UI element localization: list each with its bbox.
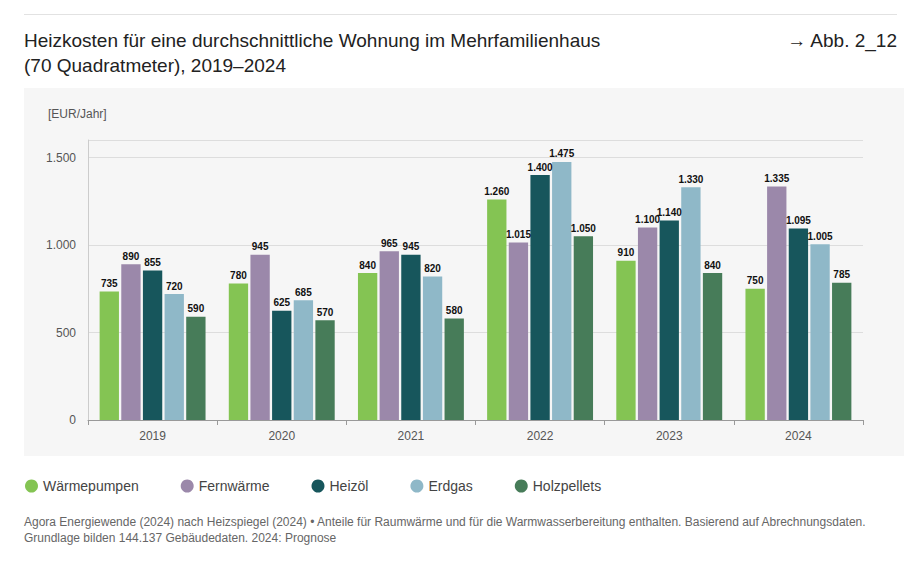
html-text:(70 Quadratmeter), 2019–2024: (70 Quadratmeter), 2019–2024 (24, 55, 286, 76)
svg-text:Holzpellets: Holzpellets (533, 478, 601, 494)
svg-text:500: 500 (56, 326, 76, 340)
svg-text:910: 910 (618, 247, 635, 258)
svg-text:685: 685 (295, 287, 312, 298)
svg-text:1.335: 1.335 (764, 173, 789, 184)
svg-text:1.400: 1.400 (528, 162, 553, 173)
svg-text:735: 735 (101, 278, 118, 289)
svg-text:1.100: 1.100 (635, 214, 661, 225)
svg-text:1.095: 1.095 (786, 215, 811, 226)
svg-text:2020: 2020 (268, 429, 295, 443)
svg-text:0: 0 (69, 413, 76, 427)
svg-text:1.500: 1.500 (46, 151, 76, 165)
svg-text:2023: 2023 (656, 429, 683, 443)
svg-text:625: 625 (273, 297, 290, 308)
svg-text:945: 945 (403, 241, 420, 252)
svg-text:1.260: 1.260 (484, 186, 509, 197)
svg-text:780: 780 (230, 270, 247, 281)
svg-text:820: 820 (424, 263, 441, 274)
svg-text:2019: 2019 (139, 429, 166, 443)
svg-text:840: 840 (704, 260, 721, 271)
html-text:Heizkosten für eine durchschni: Heizkosten für eine durchschnittliche Wo… (24, 30, 601, 51)
svg-text:570: 570 (317, 307, 334, 318)
svg-text:Erdgas: Erdgas (428, 478, 472, 494)
svg-text:785: 785 (833, 269, 850, 280)
svg-text:Heizöl: Heizöl (329, 478, 368, 494)
svg-text:1.050: 1.050 (571, 223, 596, 234)
svg-text:1.015: 1.015 (506, 229, 531, 240)
html-text:Agora Energiewende (2024) nach: Agora Energiewende (2024) nach Heizspieg… (24, 515, 866, 545)
svg-text:855: 855 (144, 257, 161, 268)
svg-text:[EUR/Jahr]: [EUR/Jahr] (48, 107, 107, 121)
svg-text:1.330: 1.330 (678, 174, 703, 185)
svg-text:590: 590 (188, 303, 205, 314)
svg-text:1.475: 1.475 (549, 148, 574, 159)
svg-text:2021: 2021 (398, 429, 425, 443)
svg-text:Wärmepumpen: Wärmepumpen (43, 478, 139, 494)
svg-text:Fernwärme: Fernwärme (199, 478, 270, 494)
svg-text:720: 720 (166, 281, 183, 292)
svg-text:2024: 2024 (785, 429, 812, 443)
svg-text:965: 965 (381, 238, 398, 249)
html-text:→ Abb. 2_12: → Abb. 2_12 (787, 30, 897, 51)
svg-text:750: 750 (747, 275, 764, 286)
svg-text:1.140: 1.140 (657, 207, 682, 218)
svg-text:2022: 2022 (527, 429, 554, 443)
svg-text:1.000: 1.000 (46, 238, 76, 252)
svg-text:890: 890 (123, 251, 140, 262)
svg-text:580: 580 (446, 305, 463, 316)
svg-text:840: 840 (359, 260, 376, 271)
svg-text:1.005: 1.005 (808, 231, 833, 242)
svg-text:945: 945 (252, 241, 269, 252)
